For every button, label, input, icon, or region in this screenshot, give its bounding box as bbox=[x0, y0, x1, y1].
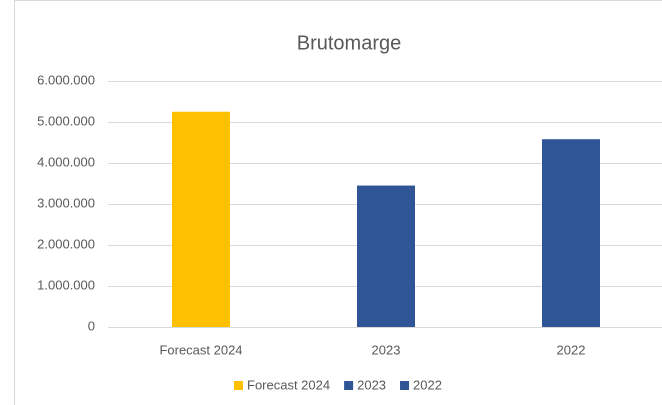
x-tick-label: 2023 bbox=[372, 342, 401, 357]
y-tick-label: 2.000.000 bbox=[37, 236, 95, 251]
chart-title: Brutomarge bbox=[297, 32, 402, 54]
x-tick-label: Forecast 2024 bbox=[159, 342, 242, 357]
y-tick-label: 3.000.000 bbox=[37, 195, 95, 210]
y-tick-label: 0 bbox=[88, 318, 95, 333]
legend-label: 2022 bbox=[413, 377, 442, 392]
bar bbox=[357, 185, 415, 327]
y-tick-label: 4.000.000 bbox=[37, 154, 95, 169]
x-tick-label: 2022 bbox=[557, 342, 586, 357]
legend-swatch bbox=[234, 381, 243, 390]
bar bbox=[542, 139, 600, 327]
legend-label: Forecast 2024 bbox=[247, 377, 330, 392]
bar bbox=[172, 111, 230, 327]
legend-swatch bbox=[400, 381, 410, 390]
y-tick-label: 5.000.000 bbox=[37, 113, 95, 128]
legend-swatch bbox=[344, 381, 354, 390]
y-tick-label: 1.000.000 bbox=[37, 277, 95, 292]
y-tick-label: 6.000.000 bbox=[37, 72, 95, 87]
legend-label: 2023 bbox=[357, 377, 386, 392]
